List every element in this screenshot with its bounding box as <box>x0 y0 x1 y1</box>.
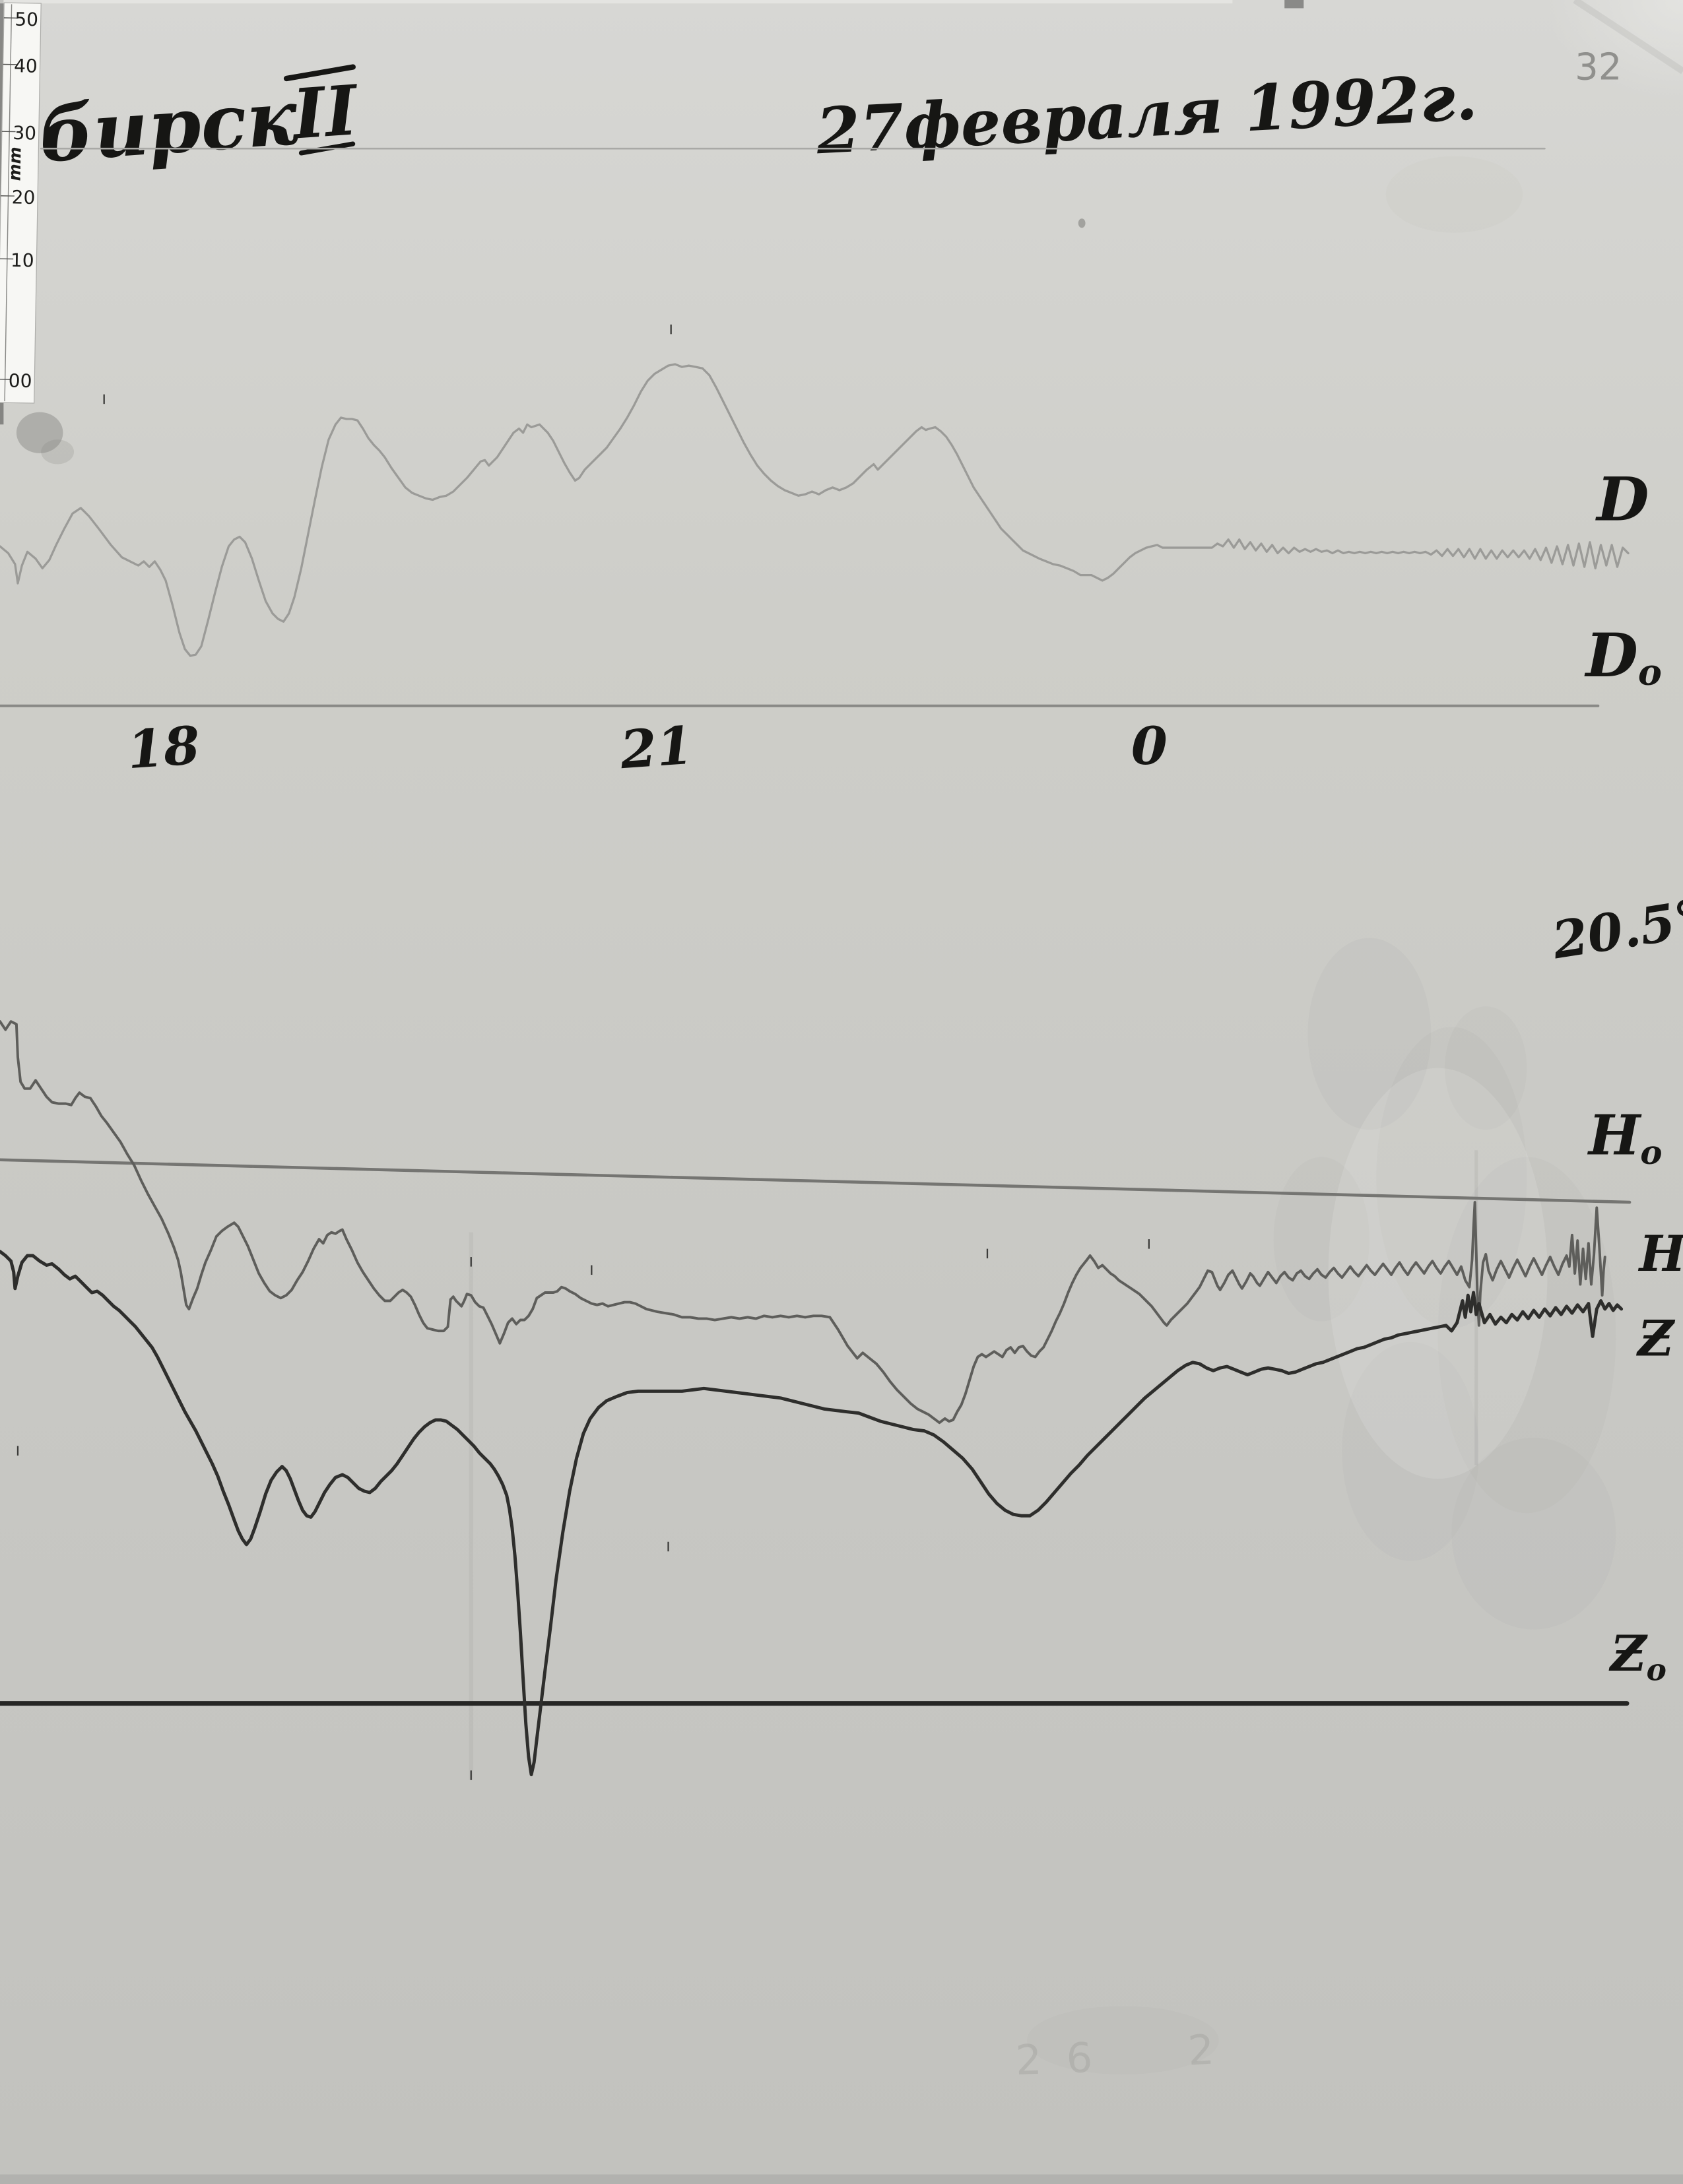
z-label: Ƶ <box>1636 1309 1676 1367</box>
hour-label-18: 18 <box>125 715 202 781</box>
ruler-unit-label: mm <box>5 146 25 181</box>
pencil-scribble: 26 2 <box>1015 2025 1216 2084</box>
h0-baseline <box>0 1158 1632 1204</box>
d0-label: Do <box>1584 620 1662 693</box>
ruler-number: 40 <box>14 55 38 77</box>
ruler-hairline <box>4 4 13 402</box>
ruler-number: 30 <box>13 122 36 145</box>
h-label: H <box>1638 1225 1683 1283</box>
station-title: бирск <box>36 73 301 179</box>
traces <box>0 363 1630 1776</box>
station-roman-numeral: II <box>288 71 362 155</box>
hour-ticks <box>16 324 1150 1780</box>
ruler-number: 10 <box>11 249 34 272</box>
page-number: 32 <box>1575 46 1622 88</box>
z0-label: Ƶo <box>1608 1624 1666 1688</box>
time-labels: 18 21 0 <box>125 715 1168 781</box>
ruler-number: 20 <box>11 186 35 209</box>
mm-scale-ruler: 50 40 30 20 10 00 mm <box>0 2 42 404</box>
ruler-number: 00 <box>9 369 32 392</box>
ruler-number: 50 <box>15 9 38 31</box>
paper-corner-sheen <box>1135 0 1683 411</box>
pencil-scribble-left: 26 <box>1015 2033 1118 2084</box>
ruler-strip <box>0 2 42 404</box>
h-trace <box>0 1020 1606 1425</box>
ruler-marks: 50 40 30 20 10 00 <box>0 9 38 392</box>
d-trace <box>0 363 1630 657</box>
z-trace <box>0 1250 1624 1776</box>
d-label: D <box>1595 464 1649 535</box>
roman-two-overline <box>283 64 356 82</box>
baselines <box>0 147 1632 1706</box>
hour-label-21: 21 <box>618 715 695 781</box>
h0-label: Ho <box>1587 1103 1663 1172</box>
hour-label-0: 0 <box>1131 715 1168 777</box>
pencil-scribble-right: 2 <box>1187 2025 1215 2074</box>
